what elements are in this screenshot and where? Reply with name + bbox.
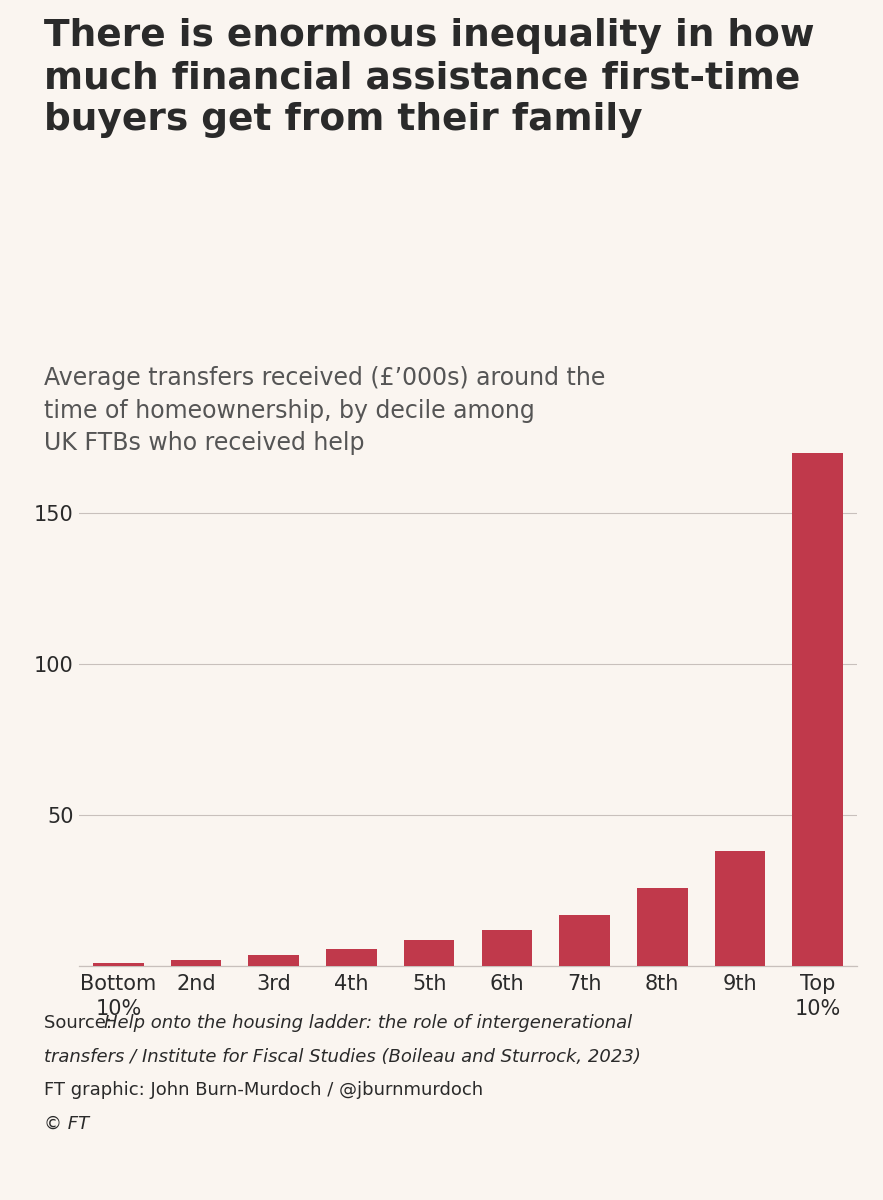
- Text: There is enormous inequality in how
much financial assistance first-time
buyers : There is enormous inequality in how much…: [44, 18, 815, 138]
- Text: © FT: © FT: [44, 1115, 89, 1133]
- Bar: [170, 960, 222, 966]
- Text: Help onto the housing ladder: the role of intergenerational: Help onto the housing ladder: the role o…: [104, 1014, 632, 1032]
- Text: transfers / Institute for Fiscal Studies (Boileau and Sturrock, 2023): transfers / Institute for Fiscal Studies…: [44, 1048, 641, 1066]
- Bar: [714, 851, 766, 966]
- Text: FT graphic: John Burn-Murdoch / @jburnmurdoch: FT graphic: John Burn-Murdoch / @jburnmu…: [44, 1081, 483, 1099]
- Bar: [248, 955, 299, 966]
- Bar: [792, 454, 843, 966]
- Bar: [637, 888, 688, 966]
- Text: Average transfers received (£’000s) around the
time of homeownership, by decile : Average transfers received (£’000s) arou…: [44, 366, 606, 455]
- Bar: [93, 962, 144, 966]
- Bar: [559, 914, 610, 966]
- Bar: [326, 949, 377, 966]
- Bar: [404, 941, 455, 966]
- Bar: [481, 930, 532, 966]
- Text: Source:: Source:: [44, 1014, 118, 1032]
